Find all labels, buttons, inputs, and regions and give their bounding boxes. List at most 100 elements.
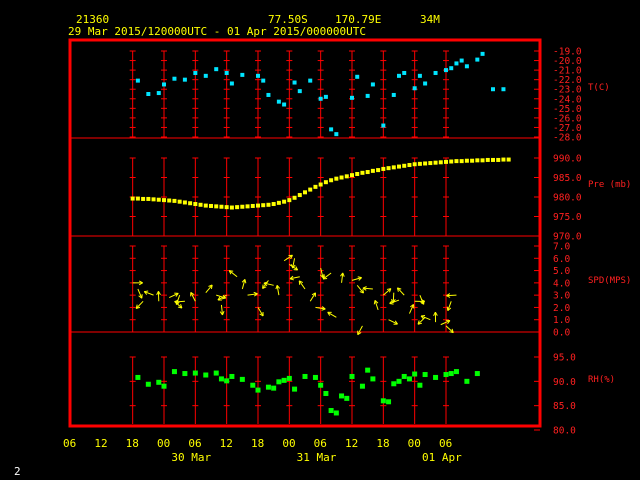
humidity-point [218, 376, 224, 382]
pressure-point [475, 158, 480, 163]
wind-arrow [289, 275, 300, 281]
humidity-point [453, 369, 459, 375]
wind-arrow-head [253, 293, 258, 297]
wind-arrow [320, 267, 325, 279]
pressure-point [146, 196, 151, 201]
pressure-point [297, 193, 302, 198]
humidity-point [380, 398, 386, 404]
x-tick-label: 18 [251, 437, 264, 450]
wind-arrow-head [190, 291, 195, 296]
temperature-point [444, 68, 448, 73]
temperature-point [350, 95, 354, 100]
humidity-point [171, 369, 177, 375]
wind-arrow-head [434, 311, 438, 316]
humidity-axis-label: RH(%) [588, 375, 615, 385]
wind-arrow-head [373, 300, 376, 305]
wind-arrow-head [138, 295, 143, 299]
temperature-point [240, 72, 245, 77]
pressure-point [470, 158, 475, 163]
pressure-point [444, 159, 448, 164]
wind-arrow [396, 287, 405, 296]
y-tick-label: -26.0 [553, 113, 582, 124]
wind-arrow [135, 300, 144, 309]
wind-arrow-head [358, 277, 362, 281]
y-tick-labels: -19.0-20.0-21.0-22.0-23.0-24.0-25.0-26.0… [534, 47, 582, 437]
pressure-point [365, 170, 370, 175]
wind-arrow [388, 319, 398, 325]
wind-arrow-head [228, 270, 232, 275]
x-tick-label: 00 [408, 437, 421, 450]
pressure-point [151, 197, 156, 202]
pressure-point [402, 163, 407, 168]
humidity-point [292, 386, 298, 392]
pressure-point [261, 203, 266, 208]
wind-arrow-head [219, 311, 223, 316]
pressure-point [188, 201, 193, 206]
temperature-point [282, 102, 287, 107]
humidity-point [328, 408, 334, 414]
temperature-point [276, 99, 281, 104]
wind-arrow-head [156, 291, 159, 296]
wind-arrow-shaft [383, 288, 392, 296]
pressure-point [496, 157, 501, 162]
pressure-point [381, 166, 386, 171]
wind-arrow-head [357, 332, 362, 336]
temperature-point [381, 123, 386, 128]
humidity-point [386, 399, 392, 405]
temperature-point [501, 87, 506, 92]
temperature-point [365, 93, 370, 98]
wind-arrow-head [143, 291, 148, 295]
wind-arrow-shaft [327, 311, 337, 318]
wind-arrow [228, 270, 238, 278]
pressure-point [240, 204, 245, 209]
wind-arrow-head [241, 278, 246, 283]
y-tick-label: -20.0 [553, 56, 582, 67]
pressure-point [209, 203, 213, 208]
temperature-point [423, 81, 428, 86]
y-tick-label: -27.0 [553, 123, 582, 134]
pressure-point [454, 159, 459, 164]
wind-arrow-shaft [263, 282, 274, 286]
humidity-point [161, 383, 167, 389]
y-tick-label: 5.0 [553, 266, 570, 277]
humidity-point [433, 374, 439, 380]
y-tick-label: -28.0 [553, 133, 582, 144]
wind-arrow [446, 301, 452, 312]
pressure-point [198, 202, 203, 207]
pressure-point [219, 204, 224, 209]
wind-arrow-head [292, 264, 296, 269]
wind-arrow-head [362, 289, 365, 294]
humidity-point [464, 378, 470, 384]
temperature-point [491, 87, 495, 92]
wind-arrow-shaft [362, 287, 373, 290]
wind-arrow-shaft [392, 292, 395, 303]
humidity-point [286, 375, 292, 381]
wind-arrow-head [417, 320, 420, 325]
wind-arrow [446, 293, 457, 298]
humidity-point [370, 376, 376, 382]
x-tick-label: 06 [63, 437, 76, 450]
wind-arrow [298, 280, 306, 290]
humidity-point [344, 395, 350, 401]
pressure-point [344, 174, 349, 179]
humidity-point [401, 373, 407, 379]
pressure-point [282, 199, 287, 204]
wind-arrow-shaft [292, 258, 296, 269]
wind-arrow-head [394, 320, 398, 325]
wind-arrow-head [433, 311, 436, 316]
wind-arrow-head [389, 302, 394, 305]
wind-arrow [283, 254, 293, 262]
wind-arrow-shaft [419, 294, 425, 305]
wind-arrow-shaft [144, 291, 154, 296]
y-axis-labels: T(C) Pre (mb) SPD(MPS) RH(%) [588, 83, 631, 385]
wind-arrow-head [262, 284, 264, 289]
pressure-point [386, 166, 391, 171]
wind-arrow-head [229, 270, 234, 272]
wind-arrow [419, 294, 425, 305]
x-day-label: 31 Mar [297, 451, 337, 464]
x-tick-label: 06 [439, 437, 452, 450]
pressure-point [224, 205, 229, 210]
wind-arrow-shaft [408, 304, 414, 314]
